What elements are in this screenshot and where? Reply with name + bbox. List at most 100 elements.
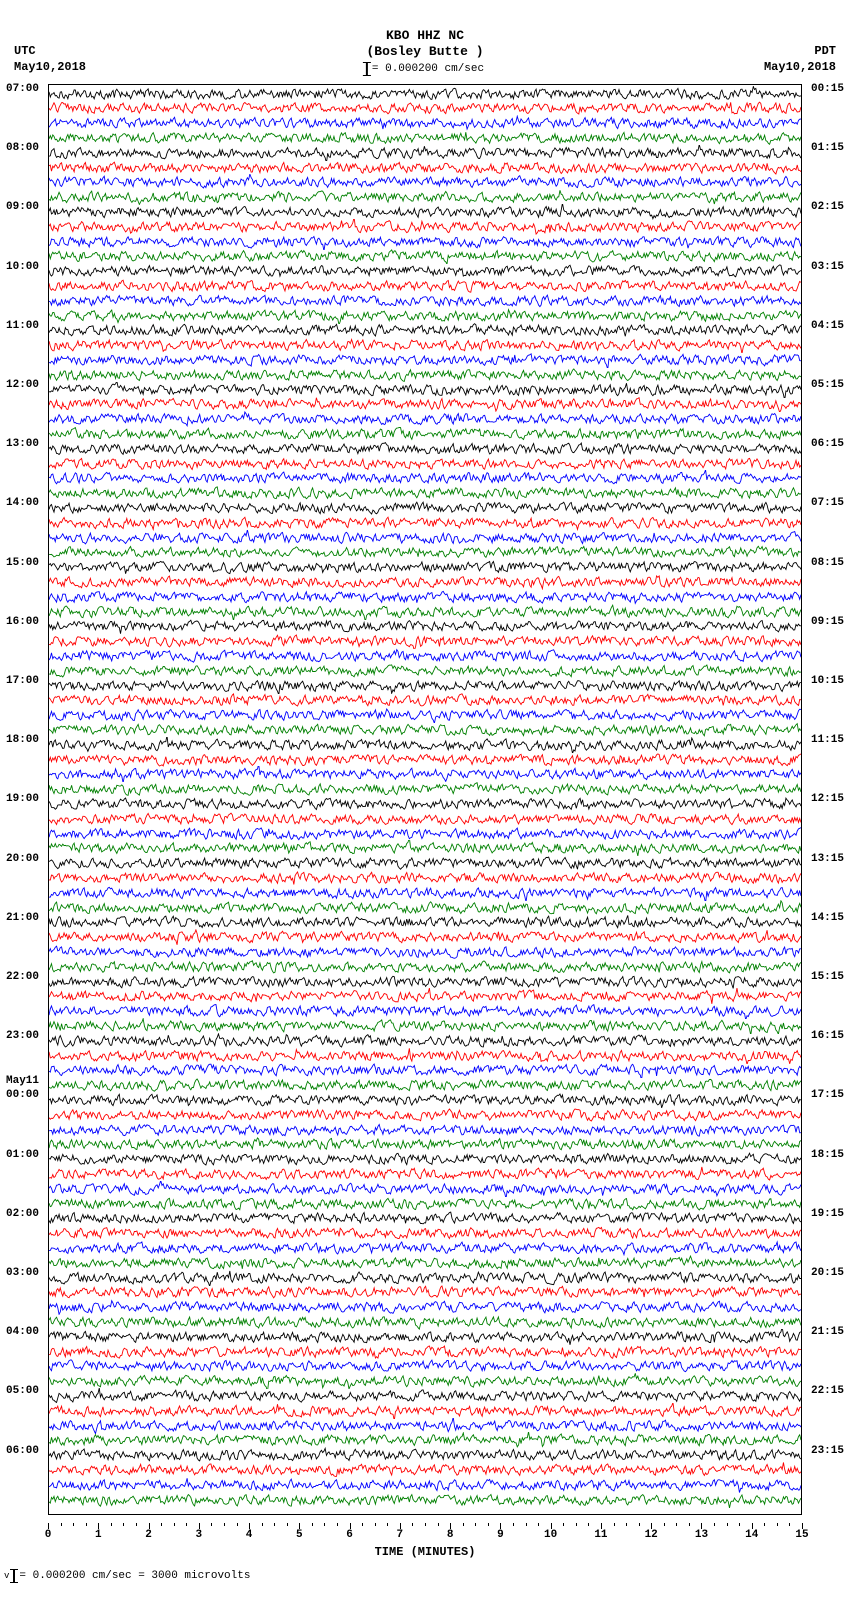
x-tick-minor — [211, 1523, 212, 1526]
footer-text: = 0.000200 cm/sec = 3000 microvolts — [19, 1570, 250, 1582]
pdt-time-label: 06:15 — [811, 438, 844, 450]
trace-row — [49, 1166, 801, 1182]
x-tick-label: 6 — [346, 1529, 353, 1541]
trace-row — [49, 470, 801, 486]
trace-row — [49, 692, 801, 708]
trace-row — [49, 1181, 801, 1197]
x-tick-minor — [375, 1523, 376, 1526]
trace-row — [49, 1225, 801, 1241]
trace-row — [49, 189, 801, 205]
right-tz: PDT — [764, 44, 836, 60]
trace-row — [49, 1196, 801, 1212]
trace-row — [49, 1447, 801, 1463]
trace-row — [49, 678, 801, 694]
trace-row — [49, 840, 801, 856]
trace-row — [49, 1062, 801, 1078]
x-axis-title: TIME (MINUTES) — [375, 1545, 476, 1559]
trace-row — [49, 130, 801, 146]
x-tick-label: 12 — [645, 1529, 658, 1541]
trace-row — [49, 396, 801, 412]
trace-row — [49, 766, 801, 782]
trace-row — [49, 826, 801, 842]
trace-row — [49, 811, 801, 827]
x-tick-minor — [563, 1523, 564, 1526]
x-tick-label: 3 — [195, 1529, 202, 1541]
x-tick-label: 10 — [544, 1529, 557, 1541]
utc-time-label: 12:00 — [6, 379, 39, 391]
trace-row — [49, 988, 801, 1004]
utc-time-label: 18:00 — [6, 734, 39, 746]
x-tick-label: 15 — [795, 1529, 808, 1541]
x-tick-minor — [174, 1523, 175, 1526]
pdt-time-label: 04:15 — [811, 320, 844, 332]
pdt-time-label: 22:15 — [811, 1385, 844, 1397]
trace-row — [49, 1210, 801, 1226]
trace-row — [49, 219, 801, 235]
x-tick-minor — [61, 1523, 62, 1526]
pdt-time-label: 00:15 — [811, 83, 844, 95]
trace-row — [49, 530, 801, 546]
day-break-label: May11 — [6, 1075, 39, 1087]
x-tick-minor — [425, 1523, 426, 1526]
utc-time-label: 02:00 — [6, 1208, 39, 1220]
x-tick-label: 4 — [246, 1529, 253, 1541]
trace-row — [49, 248, 801, 264]
x-tick-label: 9 — [497, 1529, 504, 1541]
footer-prefix: v — [4, 1571, 9, 1581]
trace-row — [49, 722, 801, 738]
trace-row — [49, 870, 801, 886]
trace-row — [49, 914, 801, 930]
pdt-time-label: 12:15 — [811, 793, 844, 805]
trace-row — [49, 1432, 801, 1448]
trace-row — [49, 1462, 801, 1478]
pdt-time-label: 08:15 — [811, 557, 844, 569]
trace-row — [49, 1240, 801, 1256]
x-tick-minor — [123, 1523, 124, 1526]
left-date: May10,2018 — [14, 60, 86, 76]
x-tick-minor — [639, 1523, 640, 1526]
trace-row — [49, 1048, 801, 1064]
x-axis: TIME (MINUTES) 0123456789101112131415 — [48, 1523, 802, 1563]
x-tick-minor — [324, 1523, 325, 1526]
trace-row — [49, 737, 801, 753]
trace-row — [49, 1018, 801, 1034]
pdt-time-label: 07:15 — [811, 497, 844, 509]
x-tick-label: 1 — [95, 1529, 102, 1541]
trace-row — [49, 1344, 801, 1360]
x-tick-minor — [538, 1523, 539, 1526]
trace-row — [49, 1329, 801, 1345]
utc-time-label: 19:00 — [6, 793, 39, 805]
x-tick-minor — [287, 1523, 288, 1526]
trace-row — [49, 633, 801, 649]
footer: v = 0.000200 cm/sec = 3000 microvolts — [0, 1563, 850, 1593]
x-tick-label: 0 — [45, 1529, 52, 1541]
trace-row — [49, 663, 801, 679]
trace-row — [49, 411, 801, 427]
pdt-time-label: 21:15 — [811, 1326, 844, 1338]
trace-row — [49, 781, 801, 797]
scale-indicator: = 0.000200 cm/sec — [366, 62, 484, 76]
pdt-time-label: 09:15 — [811, 616, 844, 628]
station-line2: (Bosley Butte ) — [366, 44, 483, 60]
pdt-time-label: 03:15 — [811, 261, 844, 273]
trace-row — [49, 1388, 801, 1404]
title-block: KBO HHZ NC (Bosley Butte ) — [366, 28, 483, 59]
utc-time-label: 05:00 — [6, 1385, 39, 1397]
trace-row — [49, 426, 801, 442]
pdt-time-label: 20:15 — [811, 1267, 844, 1279]
trace-row — [49, 337, 801, 353]
x-tick-minor — [237, 1523, 238, 1526]
trace-row — [49, 308, 801, 324]
trace-row — [49, 589, 801, 605]
x-tick-minor — [764, 1523, 765, 1526]
trace-row — [49, 1284, 801, 1300]
x-tick-minor — [689, 1523, 690, 1526]
right-date: May10,2018 — [764, 60, 836, 76]
trace-row — [49, 1477, 801, 1493]
trace-row — [49, 1151, 801, 1167]
x-tick-minor — [576, 1523, 577, 1526]
x-tick-minor — [262, 1523, 263, 1526]
utc-time-label: 15:00 — [6, 557, 39, 569]
utc-time-label: 21:00 — [6, 912, 39, 924]
trace-row — [49, 1418, 801, 1434]
